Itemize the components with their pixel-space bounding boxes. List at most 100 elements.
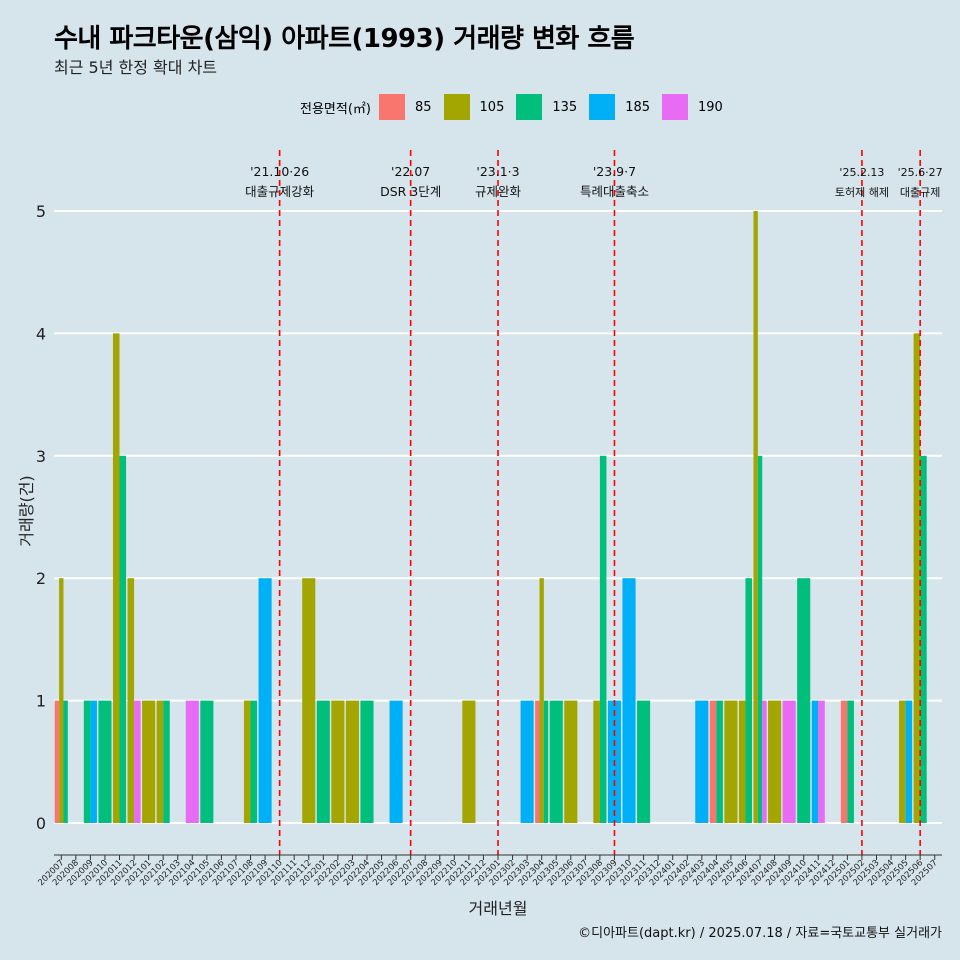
bar-202306-105 bbox=[564, 700, 578, 823]
y-tick-label: 0 bbox=[36, 814, 46, 833]
bar-202305-135 bbox=[549, 700, 563, 823]
y-tick-label: 5 bbox=[36, 202, 46, 221]
bar-202404-85 bbox=[709, 700, 717, 823]
x-axis: 2020072020082020092020102020112020122021… bbox=[36, 854, 942, 888]
legend-swatch-135 bbox=[516, 94, 543, 120]
bar-202012-190 bbox=[134, 700, 141, 823]
bar-202311-135 bbox=[637, 700, 651, 823]
y-axis: 0 1 2 3 4 5 bbox=[36, 202, 46, 833]
bar-202505-185 bbox=[905, 700, 913, 823]
bars bbox=[54, 211, 927, 823]
event-date-202309: '23.9·7 bbox=[593, 164, 636, 179]
bar-202409-190 bbox=[782, 700, 796, 823]
bar-202007-105 bbox=[59, 578, 64, 823]
event-text-202301: 규제완화 bbox=[475, 184, 522, 199]
bar-202204-135 bbox=[360, 700, 374, 823]
bar-202411-190 bbox=[818, 700, 825, 823]
legend-label-185: 185 bbox=[625, 99, 651, 115]
event-text-202207: DSR 3단계 bbox=[380, 184, 441, 199]
event-lines bbox=[278, 150, 921, 855]
bar-202108-105 bbox=[243, 700, 251, 823]
bar-202102-105 bbox=[156, 700, 164, 823]
legend-swatch-185 bbox=[589, 94, 616, 120]
bar-202211-105 bbox=[462, 700, 476, 823]
bar-202012-105 bbox=[127, 578, 135, 823]
legend-label-190: 190 bbox=[698, 99, 723, 115]
bar-202011-135 bbox=[119, 455, 127, 823]
legend-swatch-85 bbox=[378, 94, 405, 120]
bar-202408-105 bbox=[768, 700, 782, 823]
bar-202101-105 bbox=[142, 700, 156, 823]
bar-202112-105 bbox=[302, 578, 316, 823]
bar-202105-135 bbox=[200, 700, 214, 823]
bar-202303-185 bbox=[520, 700, 534, 823]
legend-swatch-190 bbox=[662, 94, 689, 120]
y-tick-label: 1 bbox=[36, 692, 46, 711]
chart-title: 수내 파크타운(삼익) 아파트(1993) 거래량 변화 흐름 bbox=[54, 24, 635, 54]
event-text-202506: 대출규제 bbox=[900, 186, 940, 199]
bar-202406-105 bbox=[738, 700, 746, 823]
y-tick-label: 4 bbox=[36, 324, 46, 343]
y-tick-label: 3 bbox=[36, 447, 46, 466]
bar-202009-135 bbox=[83, 700, 91, 823]
bar-202104-190 bbox=[185, 700, 199, 823]
legend-item-85: 85 bbox=[378, 94, 432, 120]
bar-202109-185 bbox=[258, 578, 272, 823]
bar-202304-105 bbox=[539, 578, 544, 823]
bar-202304-85 bbox=[535, 700, 540, 823]
bar-202206-185 bbox=[389, 700, 403, 823]
legend-item-135: 135 bbox=[516, 94, 577, 120]
event-date-202502: '25.2.13 bbox=[839, 166, 884, 179]
event-date-202506: '25.6·27 bbox=[898, 166, 943, 179]
legend-label-85: 85 bbox=[414, 99, 432, 115]
legend-title: 전용면적(㎡) bbox=[300, 101, 371, 117]
chart-subtitle: 최근 5년 한정 확대 차트 bbox=[54, 58, 218, 77]
legend-swatch-105 bbox=[443, 94, 470, 120]
legend-label-105: 105 bbox=[479, 99, 505, 115]
bar-202403-185 bbox=[695, 700, 709, 823]
legend-label-135: 135 bbox=[552, 99, 578, 115]
event-text-202110: 대출규제강화 bbox=[245, 184, 315, 199]
legend-item-190: 190 bbox=[662, 94, 723, 120]
bar-202007-85 bbox=[54, 700, 60, 823]
x-axis-label: 거래년월 bbox=[469, 899, 528, 918]
bar-202410-135 bbox=[797, 578, 811, 823]
bar-202506-105 bbox=[913, 333, 921, 823]
bar-202411-185 bbox=[811, 700, 819, 823]
event-annotations: '21.10·26 대출규제강화 '22.07 DSR 3단계 '23.1·3 규제완화 '… bbox=[245, 164, 943, 199]
bar-202506-135 bbox=[920, 455, 927, 823]
bar-202308-105 bbox=[593, 700, 600, 823]
bar-202407-105 bbox=[753, 211, 758, 823]
bar-202505-105 bbox=[899, 700, 906, 823]
bar-202201-135 bbox=[316, 700, 330, 823]
bar-202404-135 bbox=[716, 700, 723, 823]
bar-202501-85 bbox=[840, 700, 848, 823]
footer-credit: ©디아파트(dapt.kr) / 2025.07.18 / 자료=국토교통부 실… bbox=[578, 926, 942, 941]
bar-202405-105 bbox=[724, 700, 738, 823]
event-text-202502: 토허제 해제 bbox=[835, 185, 889, 199]
bar-202308-135 bbox=[599, 455, 607, 823]
event-date-202110: '21.10·26 bbox=[250, 164, 309, 179]
event-text-202309: 특례대출축소 bbox=[580, 184, 649, 199]
bar-202501-135 bbox=[847, 700, 854, 823]
bar-202310-185 bbox=[622, 578, 636, 823]
y-tick-label: 2 bbox=[36, 569, 46, 588]
y-axis-label: 거래량(건) bbox=[17, 475, 36, 546]
bar-202007-135 bbox=[63, 700, 68, 823]
bar-202010-135 bbox=[98, 700, 112, 823]
bar-202202-105 bbox=[331, 700, 345, 823]
bar-202407-190 bbox=[762, 700, 767, 823]
event-date-202207: '22.07 bbox=[391, 164, 430, 179]
legend: 전용면적(㎡) 85 105 135 185 190 bbox=[300, 92, 735, 122]
bar-202203-105 bbox=[345, 700, 359, 823]
event-date-202301: '23.1·3 bbox=[476, 164, 519, 179]
bar-202108-135 bbox=[250, 700, 258, 823]
bar-202406-135 bbox=[745, 578, 753, 823]
bar-202011-105 bbox=[112, 333, 120, 823]
legend-item-105: 105 bbox=[443, 94, 505, 120]
legend-item-185: 185 bbox=[589, 94, 650, 120]
bar-202304-135 bbox=[543, 700, 549, 823]
bar-202407-135 bbox=[757, 455, 763, 823]
bar-202009-185 bbox=[90, 700, 97, 823]
